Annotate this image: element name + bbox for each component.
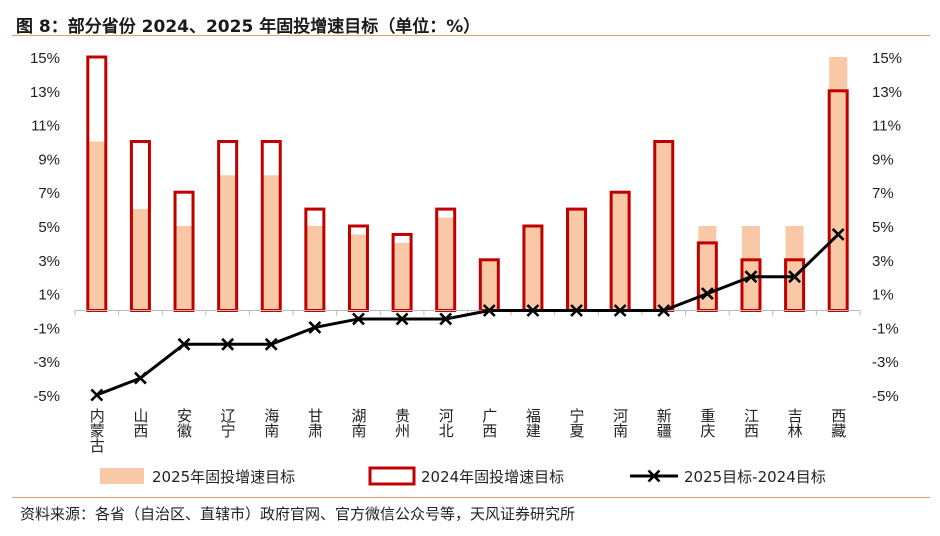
y-tick-label-right: 7% [872, 185, 894, 202]
legend-label-2024: 2024年固投增速目标 [421, 468, 564, 486]
series-diff-line [90, 228, 845, 402]
bar-2025-西藏 [829, 57, 848, 311]
x-label-福建: 福建 [524, 408, 542, 438]
bar-2025-海南 [262, 175, 281, 311]
y-axis-right: 15% 13% 11% 9% 7% 5% 3% 1% -1% -3% -5% [872, 50, 902, 405]
x-label-山西: 山西 [131, 408, 149, 438]
x-label-辽宁: 辽宁 [219, 408, 237, 438]
diff-point-重庆 [700, 287, 714, 301]
source-note: 资料来源：各省（自治区、直辖市）政府官网、官方微信公众号等，天风证券研究所 [20, 505, 576, 523]
x-label-贵州: 贵州 [393, 408, 411, 438]
bar-2025-吉林 [785, 226, 804, 311]
bar-2025-河南 [611, 192, 630, 311]
y-tick-label-right: 3% [872, 253, 894, 270]
legend-label-diff: 2025目标-2024目标 [684, 468, 826, 486]
y-tick-label-right: 11% [872, 118, 901, 135]
x-label-安徽: 安徽 [175, 408, 193, 438]
x-axis-ticks [74, 310, 861, 316]
diff-point-安徽 [177, 337, 191, 351]
bar-2025-山西 [131, 209, 150, 311]
y-tick-label-left: -1% [33, 320, 60, 337]
y-tick-label-left: 15% [30, 50, 60, 67]
diff-point-河北 [439, 312, 453, 326]
bar-2025-福建 [523, 226, 542, 311]
x-label-广西: 广西 [480, 408, 498, 438]
bar-2025-贵州 [393, 242, 412, 311]
y-tick-label-left: 7% [38, 185, 60, 202]
x-label-新疆: 新疆 [655, 408, 673, 438]
diff-point-内蒙古 [90, 388, 104, 402]
x-label-重庆: 重庆 [698, 408, 716, 438]
x-label-海南: 海南 [262, 408, 280, 438]
y-tick-label-right: -3% [872, 354, 899, 371]
legend: 2025年固投增速目标 2024年固投增速目标 2025目标-2024目标 [100, 466, 826, 486]
diff-point-辽宁 [221, 337, 235, 351]
diff-point-福建 [526, 304, 540, 317]
y-tick-label-left: 5% [38, 219, 60, 236]
legend-swatch-2025 [100, 468, 144, 484]
bar-2025-河北 [436, 217, 455, 311]
bar-2025-甘肃 [305, 226, 324, 311]
diff-point-湖南 [352, 312, 365, 326]
diff-point-宁夏 [570, 304, 583, 317]
y-tick-label-left: -3% [33, 354, 60, 371]
legend-swatch-diff-marker [647, 469, 661, 483]
x-label-内蒙古: 内蒙古 [88, 408, 106, 453]
x-label-甘肃: 甘肃 [306, 408, 324, 438]
x-axis-labels: 内蒙古 山西 安徽 辽宁 海南 甘肃 湖南 贵州 河北 广西 福建 宁夏 河南 新疆 重庆 江西 吉林 西藏 [88, 408, 847, 453]
y-tick-label-right: 1% [872, 287, 894, 304]
bar-2025-内蒙古 [87, 141, 106, 311]
y-tick-label-right: 15% [872, 50, 902, 67]
diff-point-江西 [744, 270, 758, 284]
legend-swatch-2024 [368, 466, 416, 486]
diff-point-甘肃 [308, 320, 322, 334]
bar-2025-安徽 [175, 226, 194, 311]
bar-2025-宁夏 [567, 209, 586, 311]
y-tick-label-left: 11% [31, 118, 60, 135]
bottom-rule [12, 497, 930, 498]
series-2025-bars [87, 57, 848, 311]
x-label-江西: 江西 [742, 408, 760, 438]
x-label-吉林: 吉林 [786, 408, 804, 438]
bar-2025-湖南 [349, 234, 368, 311]
x-label-宁夏: 宁夏 [568, 408, 586, 438]
diff-point-河南 [613, 304, 627, 317]
y-tick-label-left: 3% [38, 253, 60, 270]
series-2024-bars [86, 55, 849, 313]
bar-2025-广西 [480, 259, 499, 311]
diff-point-山西 [133, 371, 147, 385]
x-label-湖南: 湖南 [349, 408, 367, 438]
bar-2025-辽宁 [218, 175, 237, 311]
diff-line-path [96, 233, 840, 397]
chart-title: 图 8：部分省份 2024、2025 年固投增速目标（单位：%） [16, 17, 481, 37]
bar-2025-重庆 [698, 226, 717, 311]
diff-point-新疆 [657, 304, 671, 317]
legend-label-2025: 2025年固投增速目标 [152, 468, 295, 486]
y-tick-label-left: 13% [30, 84, 60, 101]
diff-point-海南 [264, 337, 278, 351]
diff-point-广西 [482, 304, 496, 317]
bar-2025-新疆 [654, 141, 673, 311]
x-label-河北: 河北 [437, 408, 455, 438]
bar-2025-江西 [741, 226, 760, 311]
y-tick-label-left: 9% [38, 151, 60, 168]
diff-point-西藏 [831, 228, 845, 241]
y-tick-label-right: -5% [872, 388, 899, 405]
y-axis-left: 15% 13% 11% 9% 7% 5% 3% 1% -1% -3% -5% [30, 50, 60, 405]
y-tick-label-left: -5% [33, 388, 60, 405]
x-label-西藏: 西藏 [829, 408, 847, 439]
diff-point-吉林 [788, 270, 802, 284]
diff-point-贵州 [395, 312, 409, 326]
y-tick-label-right: 13% [872, 84, 902, 101]
y-tick-label-left: 1% [38, 287, 60, 304]
top-rule [12, 35, 930, 36]
x-label-河南: 河南 [611, 408, 629, 438]
y-tick-label-right: 5% [872, 219, 894, 236]
y-tick-label-right: 9% [872, 151, 894, 168]
y-tick-label-right: -1% [872, 320, 899, 337]
